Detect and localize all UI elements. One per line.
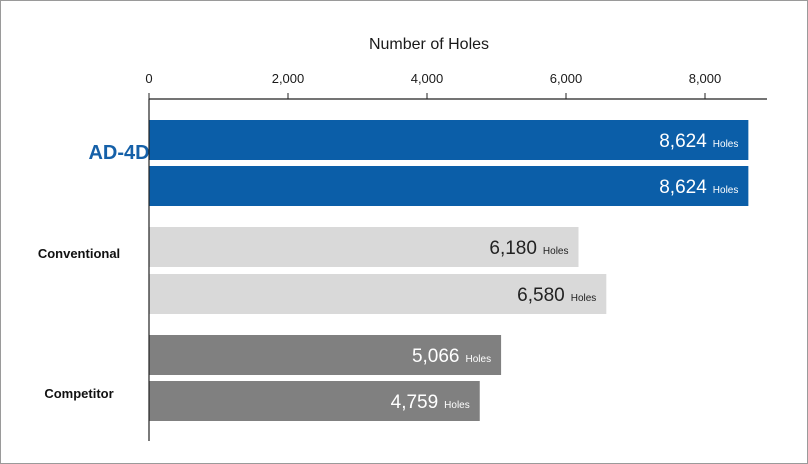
bar-value-label: 6,580 Holes <box>517 285 596 306</box>
x-tick-label: 4,000 <box>411 71 444 86</box>
category-label: Conventional <box>38 246 120 261</box>
axes <box>148 98 767 441</box>
category-label: Competitor <box>44 386 113 401</box>
x-tick-label: 0 <box>145 71 152 86</box>
category-labels: AD-4D Conventional Competitor <box>38 142 150 401</box>
bar-value-label: 5,066 Holes <box>412 346 491 367</box>
bar <box>149 166 749 206</box>
x-tick-label: 2,000 <box>272 71 305 86</box>
x-tick-label: 8,000 <box>689 71 722 86</box>
bar <box>149 227 579 267</box>
bar-value-label: 6,180 Holes <box>489 238 568 259</box>
bar <box>149 120 749 160</box>
bar <box>149 335 502 375</box>
bar-series: 8,624 Holes 8,624 Holes 6,180 Holes 6,580 Holes… <box>149 120 749 421</box>
x-axis-ticks: 0 2,000 4,000 6,000 8,000 <box>145 71 721 99</box>
bar-value-label: 8,624 Holes <box>659 177 738 198</box>
bar-value-label: 8,624 Holes <box>659 131 738 152</box>
x-tick-label: 6,000 <box>550 71 583 86</box>
bar <box>149 381 480 421</box>
bar <box>149 274 607 314</box>
category-label: AD-4D <box>88 142 149 164</box>
x-axis-title: Number of Holes <box>369 36 489 53</box>
bar-value-label: 4,759 Holes <box>391 392 470 413</box>
